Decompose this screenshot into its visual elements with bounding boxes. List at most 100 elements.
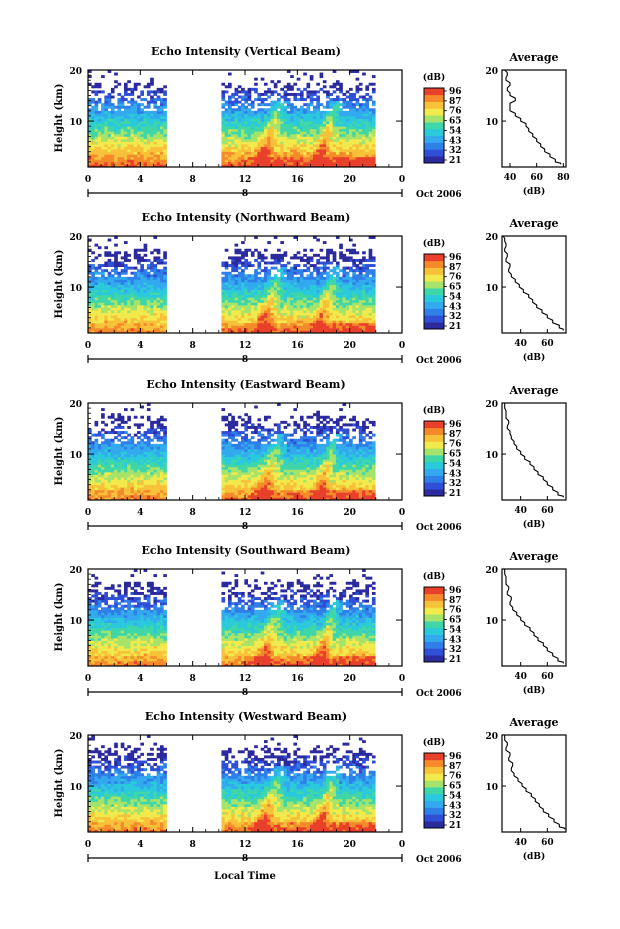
heatmap-cell [250,131,255,135]
heatmap-cell [159,103,164,107]
heatmap-cell [322,151,327,155]
heatmap-cell [110,292,115,296]
heatmap-cell [153,141,158,145]
heatmap-cell [110,415,115,419]
heatmap-cell [313,322,317,326]
heatmap-cell [227,141,232,145]
heatmap-cell [127,477,131,480]
heatmap-cell [250,161,255,165]
heatmap-cell [332,253,337,257]
heatmap-cell [247,322,252,326]
heatmap-cell [234,248,239,252]
heatmap-cell [153,322,158,326]
heatmap-cell [224,123,229,127]
heatmap-cell [153,136,158,140]
heatmap-cell [329,110,334,114]
heatmap-cell [270,310,275,313]
heatmap-cell [299,128,304,132]
heatmap-cell [283,315,288,319]
heatmap-cell [130,156,135,160]
heatmap-cell [299,149,304,153]
heatmap-cell [143,304,148,308]
heatmap-cell [316,274,320,278]
heatmap-cell [130,141,135,145]
heatmap-cell [221,320,226,324]
heatmap-cell [293,154,298,158]
heatmap-cell [335,126,340,130]
heatmap-cell [352,128,356,132]
heatmap-cell [342,161,347,165]
heatmap-cell [254,330,258,334]
heatmap-cell [241,90,245,94]
heatmap-cell [250,115,255,119]
heatmap-cell [123,461,128,465]
heatmap-cell [120,287,125,290]
heatmap-cell [150,494,154,498]
heatmap-cell [227,95,232,99]
heatmap-cell [224,274,229,278]
heatmap-cell [143,479,148,483]
heatmap-cell [260,258,265,262]
heatmap-cell [260,315,265,319]
heatmap-cell [326,149,330,153]
heatmap-cell [349,284,353,288]
heatmap-cell [123,82,128,86]
heatmap-cell [150,304,154,308]
heatmap-cell [290,276,294,280]
heatmap-cell [335,131,340,135]
heatmap-cell [234,103,239,107]
heatmap-cell [163,251,167,255]
heatmap-cell [365,126,370,130]
heatmap-cell [303,131,307,135]
heatmap-cell [244,121,249,124]
heatmap-cell [342,256,347,260]
heatmap-cell [349,297,353,301]
heatmap-cell [120,100,125,104]
heatmap-cell [257,115,262,119]
heatmap-cell [163,310,167,313]
heatmap-cell [227,466,232,470]
heatmap-cell [88,266,92,270]
heatmap-cell [150,330,154,334]
heatmap-cell [326,123,330,127]
heatmap-cell [137,451,141,455]
heatmap-cell [221,98,226,102]
heatmap-cell [159,448,164,452]
heatmap-cell [286,82,291,86]
heatmap-cell [137,492,141,496]
heatmap-cell [322,264,327,268]
heatmap-cell [117,310,122,313]
heatmap-cell [137,149,141,153]
heatmap-cell [107,128,112,132]
heatmap-cell [120,95,125,99]
heatmap-cell [107,310,112,313]
colorbar-tick-label: 54 [449,292,462,302]
heatmap-cell [283,151,288,155]
heatmap-cell [270,118,275,122]
heatmap-cell [316,149,320,153]
heatmap-cell [127,80,131,84]
panel-eastward-beam: Echo Intensity (Eastward Beam) 0 4 8 12 16 20… [54,378,567,533]
heatmap-cell [91,471,95,475]
heatmap-cell [273,108,278,112]
heatmap-cell [326,299,330,303]
heatmap-cell [355,113,360,117]
heatmap-cell [140,474,144,478]
heatmap-cell [237,100,242,104]
heatmap-cell [159,149,164,153]
heatmap-cell [326,304,330,308]
heatmap-cell [293,284,298,288]
heatmap-cell [290,287,294,290]
heatmap-cell [316,287,320,290]
heatmap-cell [352,269,356,273]
heatmap-cell [159,279,164,283]
heatmap-cell [120,325,125,329]
heatmap-cell [133,327,138,331]
heatmap-cell [270,266,275,270]
heatmap-cell [140,151,144,155]
heatmap-cell [156,95,161,99]
heatmap-cell [156,105,161,109]
heatmap-cell [123,320,128,324]
heatmap-cell [163,159,167,163]
heatmap-cell [247,315,252,319]
